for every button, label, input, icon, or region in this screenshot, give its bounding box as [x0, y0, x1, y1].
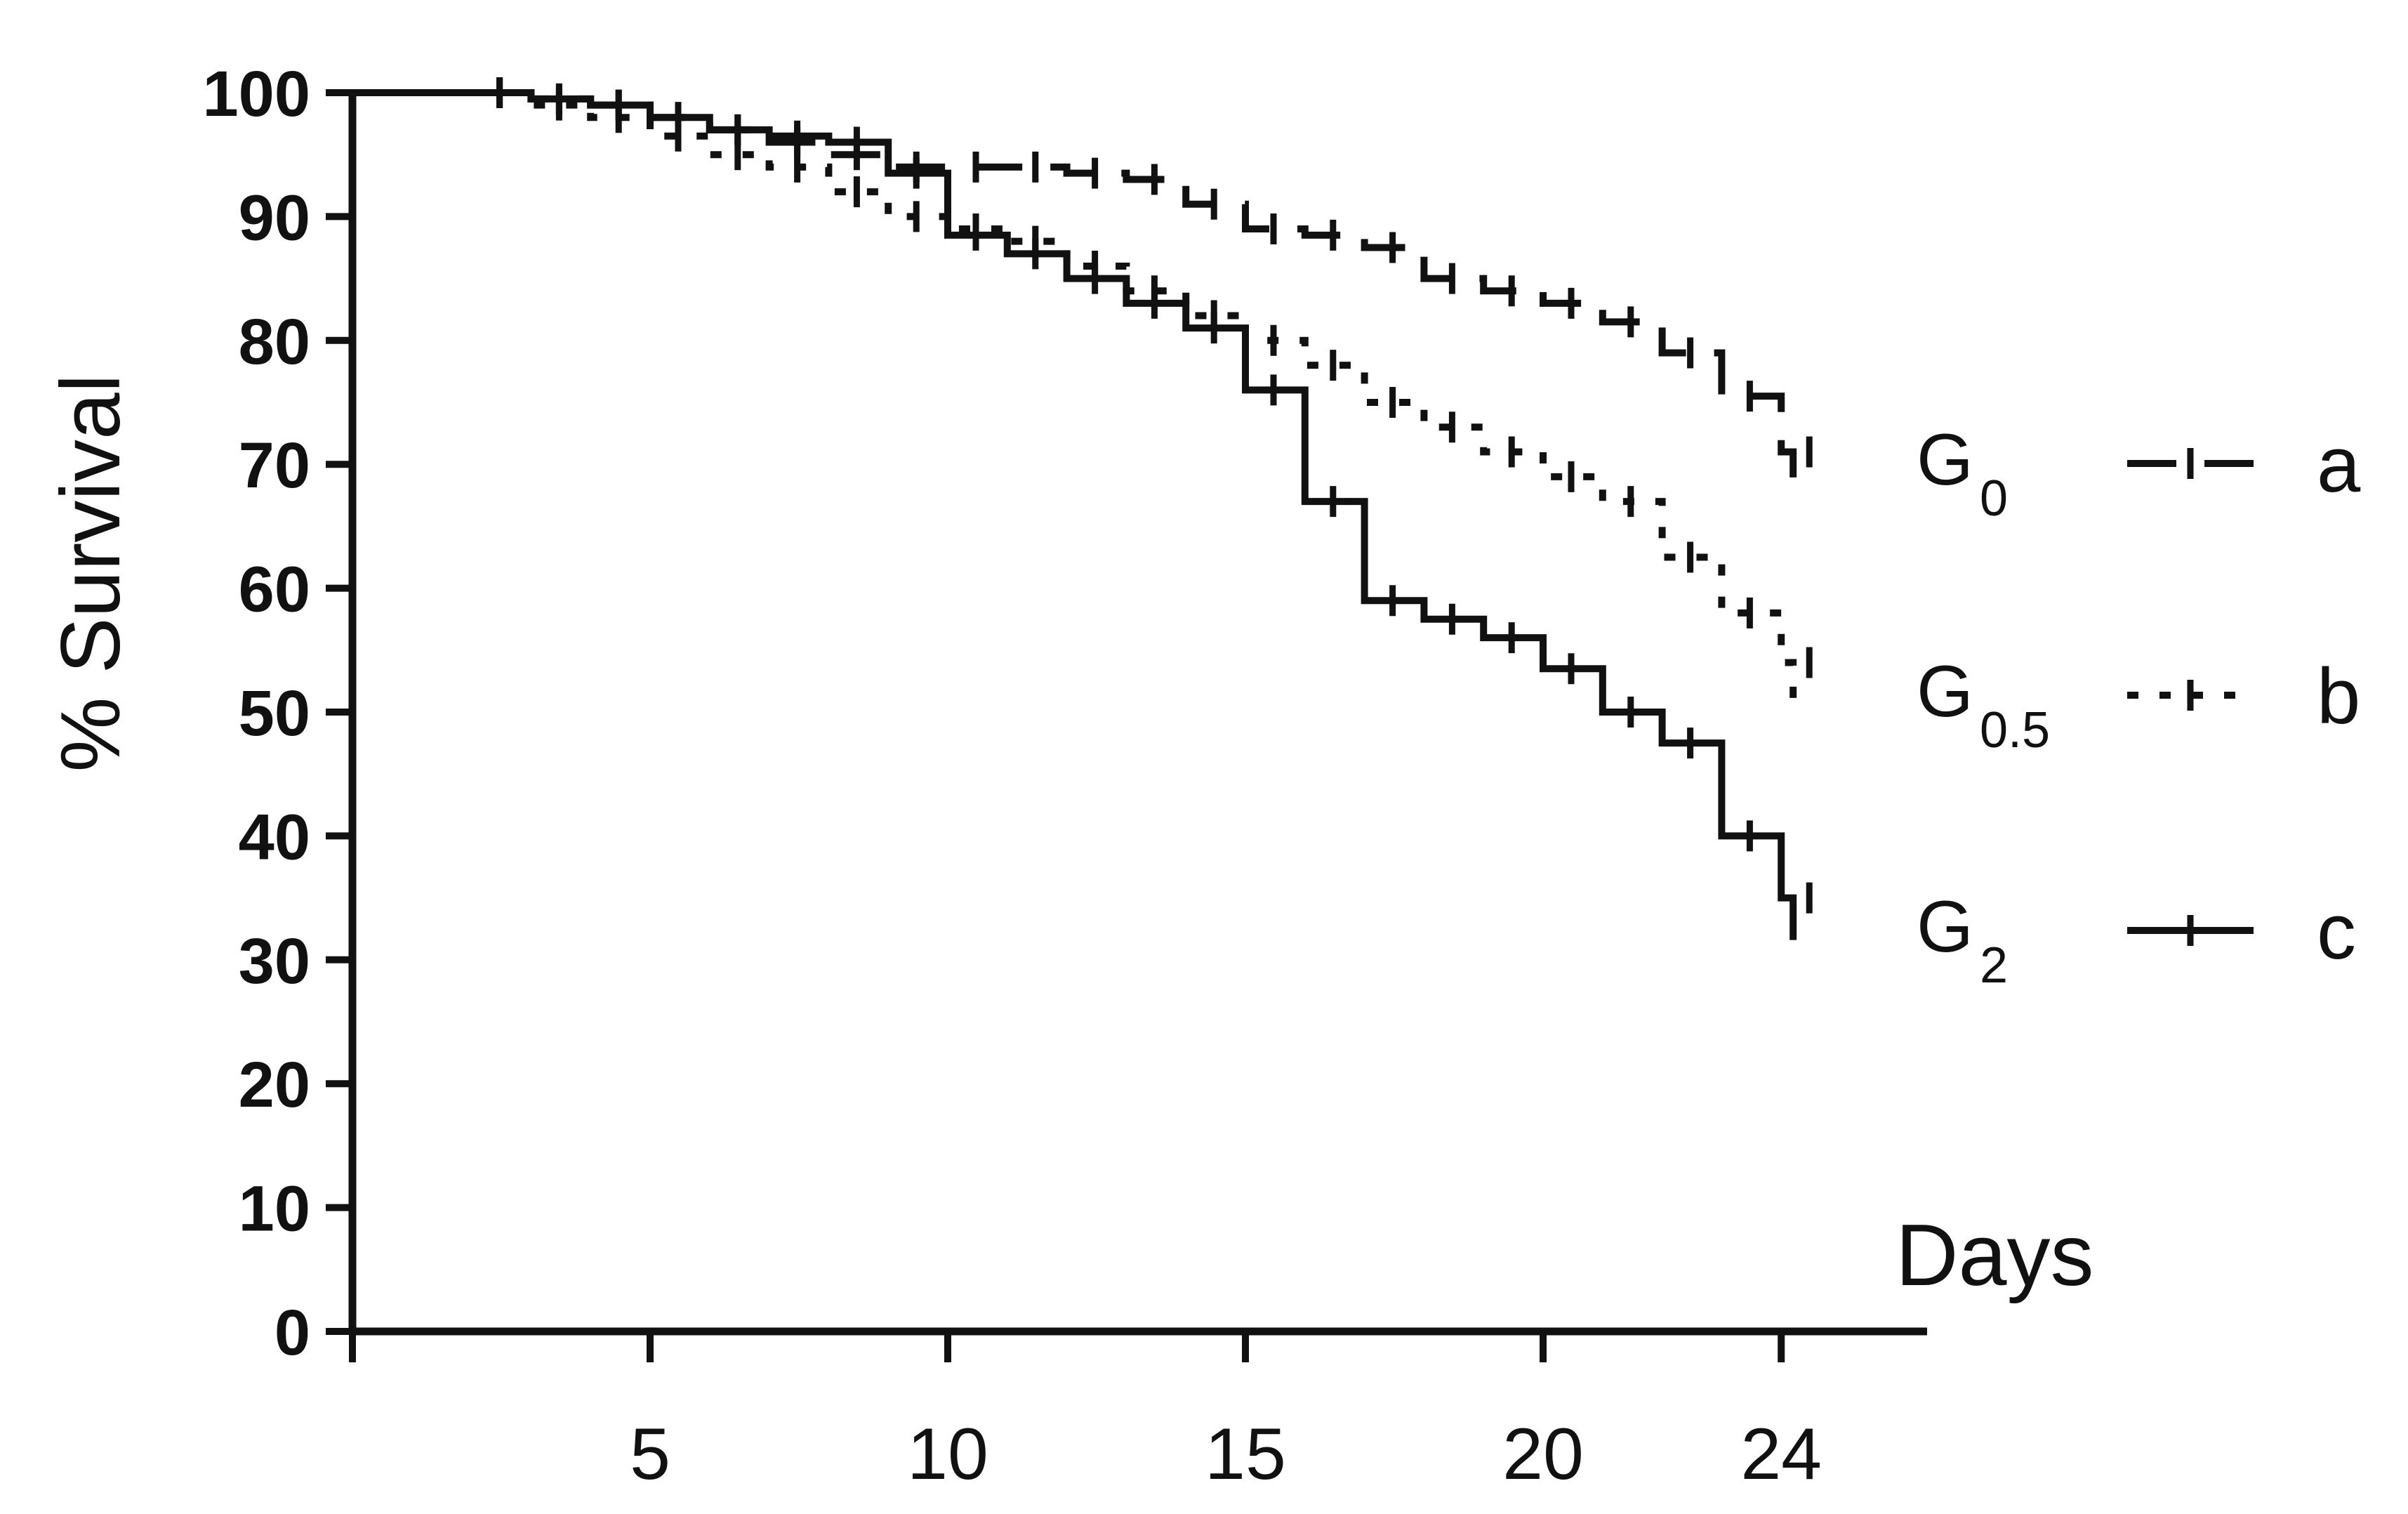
- legend-significance: a: [2317, 421, 2361, 508]
- legend-label: G: [1917, 419, 1973, 501]
- series-line-b: [352, 89, 1797, 705]
- legend-significance: b: [2317, 652, 2360, 740]
- axes: 0 10 20 30 40 50 60 70 80 90 100 5 10 15 20 24: [203, 58, 1927, 1495]
- y-tick-label: 50: [239, 678, 310, 749]
- x-tick-label: 20: [1502, 1414, 1584, 1495]
- legend: G 0 aG 0.5 bG 2 c: [1917, 419, 2361, 994]
- legend-significance: c: [2317, 888, 2356, 975]
- series-layer: [352, 77, 1813, 940]
- x-tick-label: 10: [907, 1414, 988, 1495]
- x-tick-label: 15: [1205, 1414, 1286, 1495]
- legend-subscript: 0: [1980, 470, 2008, 527]
- series-line-a: [352, 89, 1797, 494]
- y-tick-label: 90: [239, 182, 310, 254]
- legend-label: G: [1917, 886, 1973, 968]
- y-tick-label: 60: [239, 554, 310, 626]
- legend-subscript: 2: [1980, 937, 2008, 994]
- legend-subscript: 0.5: [1980, 702, 2050, 758]
- series-line-c: [352, 89, 1797, 940]
- y-tick-label: 20: [239, 1049, 310, 1121]
- y-tick-label: 30: [239, 926, 310, 997]
- y-tick-label: 80: [239, 306, 310, 378]
- x-tick-label: 24: [1740, 1414, 1822, 1495]
- y-axis-label: % Survival: [44, 374, 138, 772]
- y-tick-label: 40: [239, 801, 310, 873]
- y-tick-label: 70: [239, 430, 310, 501]
- x-tick-label: 5: [630, 1414, 670, 1495]
- legend-label: G: [1917, 651, 1973, 732]
- y-tick-label: 10: [239, 1173, 310, 1245]
- x-axis-label: Days: [1896, 1207, 2094, 1304]
- y-tick-label: 0: [274, 1297, 310, 1369]
- y-tick-label: 100: [203, 58, 311, 130]
